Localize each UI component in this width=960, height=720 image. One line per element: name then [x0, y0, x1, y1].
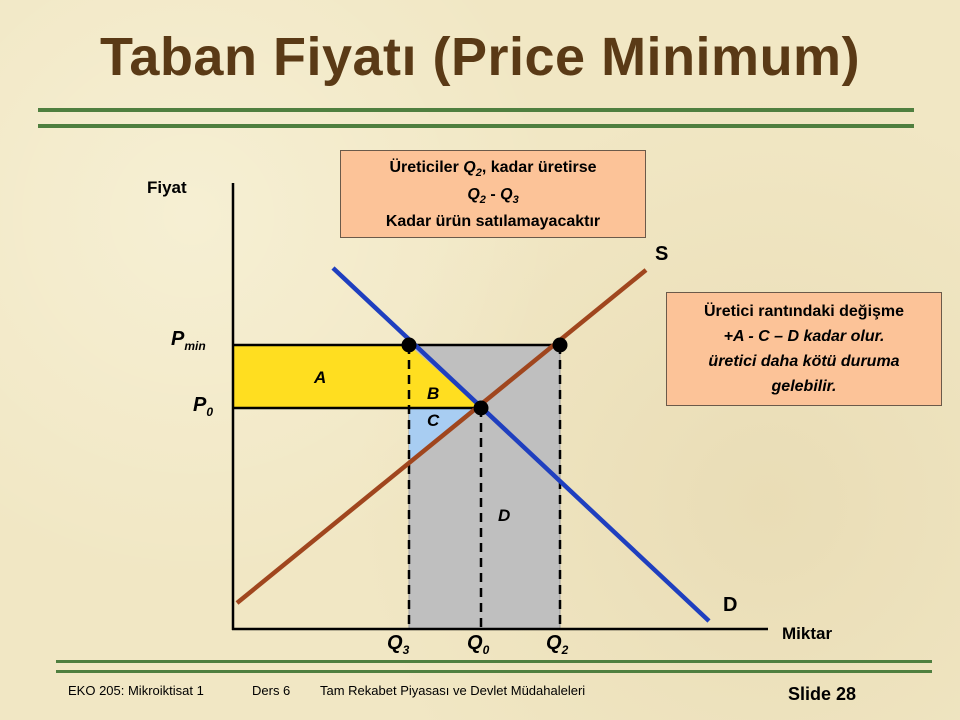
footer-divider-top	[56, 660, 932, 663]
point-pmin-demand	[401, 337, 417, 353]
callout-top-line3: Kadar ürün satılamayacaktır	[385, 213, 601, 231]
q3-label: Q3	[387, 632, 410, 657]
area-b-label: B	[427, 384, 440, 403]
footer-divider-bottom	[56, 670, 932, 673]
footer-topic: Tam Rekabet Piyasası ve Devlet Müdahalel…	[320, 683, 586, 698]
demand-label: D	[723, 594, 738, 616]
point-equilibrium	[473, 400, 489, 416]
q2-label: Q2	[546, 632, 569, 657]
point-pmin-supply	[552, 337, 568, 353]
callout-right-line3: üretici daha kötü duruma	[708, 353, 900, 370]
q0-label: Q0	[467, 632, 490, 657]
y-axis-label: Fiyat	[147, 178, 187, 197]
footer-course: EKO 205: Mikroiktisat 1	[68, 683, 204, 698]
demand-curve	[331, 266, 711, 623]
p0-label: P0	[193, 394, 214, 419]
title-divider-top	[38, 108, 914, 112]
callout-right-line1: Üretici rantındaki değişme	[703, 303, 905, 320]
area-a-label: A	[314, 368, 327, 387]
callout-unsold-quantity: Üreticiler Q2, kadar üretirse Q2 - Q3 Ka…	[340, 150, 646, 238]
slide-number: Slide 28	[788, 684, 857, 704]
title-divider-bottom	[38, 124, 914, 128]
area-c-label: C	[427, 411, 440, 430]
x-axis-label: Miktar	[782, 624, 833, 643]
supply-curve	[235, 268, 648, 605]
area-a	[233, 345, 409, 408]
callout-top-line1: Üreticiler Q2, kadar üretirse	[389, 159, 597, 180]
pmin-label: Pmin	[171, 328, 206, 353]
callout-right-line2: +A - C – D kadar olur.	[723, 328, 885, 345]
supply-label: S	[655, 243, 669, 265]
footer-lesson: Ders 6	[252, 683, 291, 698]
area-d-label: D	[498, 506, 511, 525]
callout-top-line2: Q2 - Q3	[467, 186, 519, 207]
slide-title: Taban Fiyatı (Price Minimum)	[99, 27, 861, 87]
callout-producer-surplus: Üretici rantındaki değişme +A - C – D ka…	[666, 292, 942, 406]
callout-right-line4: gelebilir.	[771, 378, 837, 395]
